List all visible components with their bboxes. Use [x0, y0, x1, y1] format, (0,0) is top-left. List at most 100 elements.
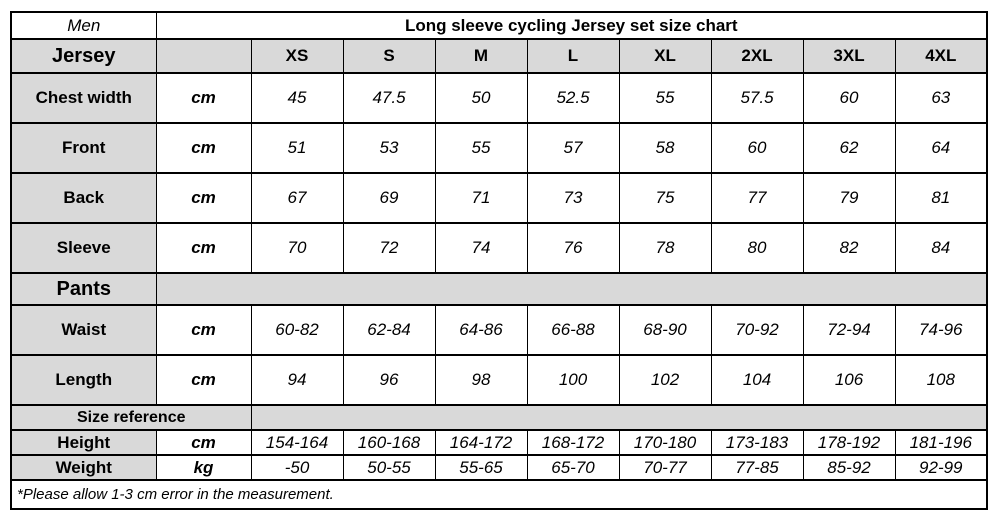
gender-label: Men: [10, 11, 157, 40]
size-header-xl: XL: [618, 38, 712, 74]
unit-cell: cm: [155, 304, 252, 356]
value-cell: 60: [710, 122, 804, 174]
table-row-sleeve: Sleeve cm 70 72 74 76 78 80 82 84: [10, 222, 988, 274]
value-cell: 50: [434, 72, 528, 124]
size-header-3xl: 3XL: [802, 38, 896, 74]
value-cell: 181-196: [894, 429, 988, 456]
value-cell: 60-82: [250, 304, 344, 356]
size-header-s: S: [342, 38, 436, 74]
value-cell: 168-172: [526, 429, 620, 456]
value-cell: 71: [434, 172, 528, 224]
row-label: Length: [10, 354, 157, 406]
table-row-front: Front cm 51 53 55 57 58 60 62 64: [10, 122, 988, 174]
pants-section-row: Pants: [10, 272, 988, 306]
value-cell: 51: [250, 122, 344, 174]
empty-section-cell: [250, 404, 988, 431]
value-cell: 63: [894, 72, 988, 124]
value-cell: 92-99: [894, 454, 988, 481]
size-chart-table: Men Long sleeve cycling Jersey set size …: [10, 11, 989, 510]
footnote: *Please allow 1-3 cm error in the measur…: [10, 479, 988, 510]
chart-title: Long sleeve cycling Jersey set size char…: [155, 11, 988, 40]
value-cell: 84: [894, 222, 988, 274]
jersey-header-row: Jersey XS S M L XL 2XL 3XL 4XL: [10, 38, 988, 74]
table-row-back: Back cm 67 69 71 73 75 77 79 81: [10, 172, 988, 224]
value-cell: 57.5: [710, 72, 804, 124]
value-cell: 58: [618, 122, 712, 174]
row-label: Front: [10, 122, 157, 174]
value-cell: 85-92: [802, 454, 896, 481]
row-label: Sleeve: [10, 222, 157, 274]
value-cell: 80: [710, 222, 804, 274]
unit-cell: cm: [155, 354, 252, 406]
section-label-jersey: Jersey: [10, 38, 157, 74]
value-cell: 104: [710, 354, 804, 406]
value-cell: 108: [894, 354, 988, 406]
title-row: Men Long sleeve cycling Jersey set size …: [10, 11, 988, 40]
value-cell: 72: [342, 222, 436, 274]
value-cell: 65-70: [526, 454, 620, 481]
value-cell: 170-180: [618, 429, 712, 456]
table-row-height: Height cm 154-164 160-168 164-172 168-17…: [10, 429, 988, 456]
value-cell: 178-192: [802, 429, 896, 456]
value-cell: 64: [894, 122, 988, 174]
value-cell: 62: [802, 122, 896, 174]
value-cell: 53: [342, 122, 436, 174]
value-cell: 96: [342, 354, 436, 406]
value-cell: 102: [618, 354, 712, 406]
value-cell: 60: [802, 72, 896, 124]
value-cell: 70: [250, 222, 344, 274]
value-cell: 154-164: [250, 429, 344, 456]
unit-cell: cm: [155, 172, 252, 224]
unit-cell: cm: [155, 122, 252, 174]
size-header-l: L: [526, 38, 620, 74]
row-label: Waist: [10, 304, 157, 356]
value-cell: 106: [802, 354, 896, 406]
row-label: Weight: [10, 454, 157, 481]
value-cell: 160-168: [342, 429, 436, 456]
value-cell: 69: [342, 172, 436, 224]
size-header-xs: XS: [250, 38, 344, 74]
value-cell: 64-86: [434, 304, 528, 356]
value-cell: 66-88: [526, 304, 620, 356]
value-cell: 55: [618, 72, 712, 124]
value-cell: 77: [710, 172, 804, 224]
value-cell: 74-96: [894, 304, 988, 356]
value-cell: 55-65: [434, 454, 528, 481]
value-cell: 68-90: [618, 304, 712, 356]
empty-header-cell: [155, 38, 252, 74]
value-cell: 79: [802, 172, 896, 224]
value-cell: 74: [434, 222, 528, 274]
empty-section-cell: [155, 272, 988, 306]
section-label-size-reference: Size reference: [10, 404, 252, 431]
size-reference-section-row: Size reference: [10, 404, 988, 431]
value-cell: 45: [250, 72, 344, 124]
size-header-m: M: [434, 38, 528, 74]
unit-cell: cm: [155, 72, 252, 124]
value-cell: 70-77: [618, 454, 712, 481]
footnote-row: *Please allow 1-3 cm error in the measur…: [10, 479, 988, 510]
value-cell: 55: [434, 122, 528, 174]
size-header-4xl: 4XL: [894, 38, 988, 74]
value-cell: -50: [250, 454, 344, 481]
table-row-waist: Waist cm 60-82 62-84 64-86 66-88 68-90 7…: [10, 304, 988, 356]
value-cell: 100: [526, 354, 620, 406]
value-cell: 62-84: [342, 304, 436, 356]
section-label-pants: Pants: [10, 272, 157, 306]
value-cell: 78: [618, 222, 712, 274]
value-cell: 75: [618, 172, 712, 224]
table-row-length: Length cm 94 96 98 100 102 104 106 108: [10, 354, 988, 406]
row-label: Back: [10, 172, 157, 224]
value-cell: 67: [250, 172, 344, 224]
value-cell: 98: [434, 354, 528, 406]
table-row-chest-width: Chest width cm 45 47.5 50 52.5 55 57.5 6…: [10, 72, 988, 124]
size-header-2xl: 2XL: [710, 38, 804, 74]
unit-cell: kg: [155, 454, 252, 481]
row-label: Height: [10, 429, 157, 456]
value-cell: 164-172: [434, 429, 528, 456]
value-cell: 52.5: [526, 72, 620, 124]
value-cell: 76: [526, 222, 620, 274]
row-label: Chest width: [10, 72, 157, 124]
unit-cell: cm: [155, 429, 252, 456]
value-cell: 47.5: [342, 72, 436, 124]
value-cell: 70-92: [710, 304, 804, 356]
